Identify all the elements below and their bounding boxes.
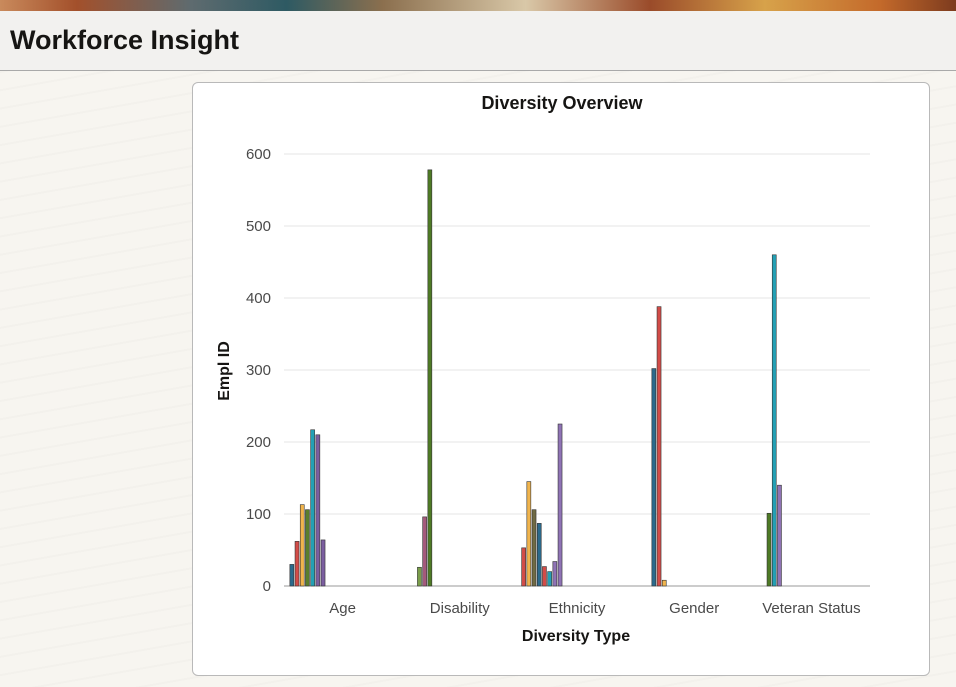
y-tick-label: 200	[246, 434, 271, 451]
y-tick-label: 400	[246, 290, 271, 307]
y-axis-title: Empl ID	[216, 341, 233, 401]
bar-age-4[interactable]	[305, 509, 310, 587]
x-tick-label: Disability	[430, 600, 491, 617]
bar-age-5[interactable]	[310, 429, 315, 587]
bars	[289, 169, 782, 587]
bar-gender-1[interactable]	[651, 368, 657, 587]
bar-ethnicity-2[interactable]	[526, 481, 532, 587]
y-tick-label: 300	[246, 362, 271, 379]
bar-disability-3[interactable]	[427, 169, 433, 587]
bar-veteran-status-2[interactable]	[771, 254, 777, 587]
bar-ethnicity-6[interactable]	[547, 571, 552, 587]
bar-disability-1[interactable]	[417, 566, 422, 587]
bar-ethnicity-1[interactable]	[521, 547, 526, 587]
bar-age-2[interactable]	[294, 541, 300, 587]
y-axis-ticks: 0 100 200 300 400 500 600	[246, 146, 271, 595]
decorative-banner	[0, 0, 956, 11]
diversity-chart: Diversity Overview 0 100 200 300 400 500 600 A…	[216, 93, 870, 645]
x-tick-label: Gender	[669, 600, 719, 617]
y-tick-label: 100	[246, 506, 271, 523]
bar-age-3[interactable]	[299, 504, 305, 587]
chart-panel: Diversity Overview 0 100 200 300 400 500 600 A…	[192, 82, 930, 676]
bar-veteran-status-3[interactable]	[777, 484, 782, 587]
y-tick-label: 0	[263, 578, 271, 595]
page-header: Workforce Insight	[0, 11, 956, 71]
x-axis-title: Diversity Type	[522, 628, 630, 645]
x-axis-ticks: Age Disability Ethnicity Gender Veteran Stat…	[329, 600, 860, 617]
bar-age-1[interactable]	[289, 564, 295, 587]
bar-ethnicity-7[interactable]	[552, 561, 558, 587]
chart-title: Diversity Overview	[481, 93, 643, 113]
bar-age-6[interactable]	[315, 434, 321, 587]
bar-ethnicity-5[interactable]	[542, 566, 547, 587]
x-tick-label: Age	[329, 600, 356, 617]
bar-gender-2[interactable]	[656, 306, 662, 587]
x-tick-label: Ethnicity	[549, 600, 606, 617]
bar-ethnicity-8[interactable]	[557, 423, 563, 587]
bar-disability-2[interactable]	[422, 516, 427, 587]
bar-ethnicity-4[interactable]	[536, 523, 542, 587]
bar-age-7[interactable]	[320, 539, 326, 587]
bar-veteran-status-1[interactable]	[766, 512, 772, 587]
bar-gender-3[interactable]	[661, 579, 667, 587]
page-title: Workforce Insight	[10, 25, 240, 55]
y-tick-label: 500	[246, 218, 271, 235]
y-tick-label: 600	[246, 146, 271, 163]
x-tick-label: Veteran Status	[762, 600, 860, 617]
gridlines	[284, 153, 870, 587]
bar-ethnicity-3[interactable]	[531, 509, 537, 587]
